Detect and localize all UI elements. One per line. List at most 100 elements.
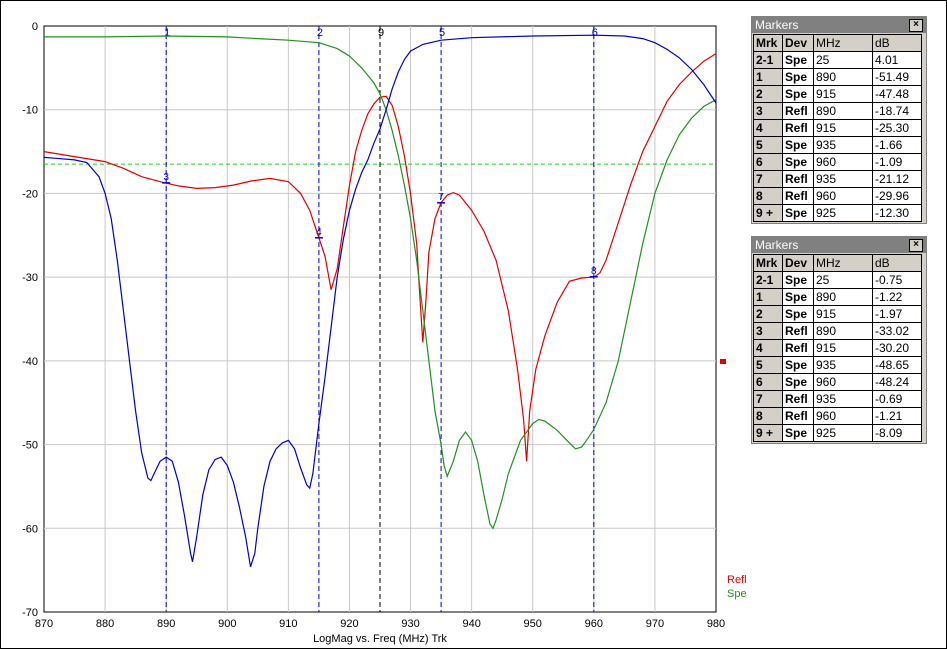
- cell-mrk: 9 +: [753, 204, 783, 222]
- x-axis-label: LogMag vs. Freq (MHz) Trk: [313, 633, 447, 645]
- table-row[interactable]: 4 Refl 915 -30.20: [753, 339, 922, 357]
- reference-level-marker[interactable]: [720, 359, 726, 364]
- cell-mhz: 960: [813, 407, 873, 425]
- cell-db: -33.02: [872, 322, 922, 340]
- cell-db: -29.96: [872, 187, 922, 205]
- cell-db: -8.09: [872, 424, 922, 442]
- y-tick-label: -60: [22, 523, 38, 535]
- markers-panel-bottom[interactable]: Markers × Mrk Dev MHz dB 2-1 Spe 25 -0.75 1 S…: [751, 236, 927, 444]
- cell-mhz: 935: [813, 170, 873, 188]
- cell-dev: Spe: [782, 305, 814, 323]
- x-tick-labels: 870 880 890 900 910 920 930 940 950 960 970 980: [35, 618, 725, 630]
- cell-db: -25.30: [872, 119, 922, 137]
- y-tick-label: -20: [22, 188, 38, 200]
- series-line-1: [44, 35, 717, 530]
- curve-markers: 3 4 7 8: [162, 172, 598, 278]
- cell-mrk: 2: [753, 305, 783, 323]
- cell-dev: Spe: [782, 68, 814, 86]
- table-row[interactable]: 9 + Spe 925 -8.09: [753, 424, 922, 442]
- cell-mhz: 925: [813, 204, 873, 222]
- marker-label-2: 2: [317, 27, 323, 39]
- header-mrk: Mrk: [753, 34, 783, 52]
- table-row[interactable]: 1 Spe 890 -51.49: [753, 68, 922, 86]
- table-row[interactable]: 2-1 Spe 25 -0.75: [753, 271, 922, 289]
- cell-mrk: 6: [753, 153, 783, 171]
- close-icon[interactable]: ×: [909, 19, 923, 32]
- header-dev: Dev: [782, 254, 814, 272]
- cell-mhz: 925: [813, 424, 873, 442]
- cell-mrk: 5: [753, 356, 783, 374]
- table-row[interactable]: 5 Spe 935 -1.66: [753, 136, 922, 154]
- marker-label-6: 6: [592, 27, 598, 39]
- table-row[interactable]: 3 Refl 890 -18.74: [753, 102, 922, 120]
- header-db: dB: [872, 34, 922, 52]
- cell-mhz: 915: [813, 305, 873, 323]
- cell-mhz: 935: [813, 356, 873, 374]
- cell-mrk: 8: [753, 187, 783, 205]
- cell-mhz: 890: [813, 288, 873, 306]
- curve-marker-label-4: 4: [316, 227, 322, 238]
- header-mhz: MHz: [813, 34, 873, 52]
- table-row[interactable]: 6 Spe 960 -48.24: [753, 373, 922, 391]
- cell-mrk: 3: [753, 102, 783, 120]
- y-tick-label: -50: [22, 440, 38, 452]
- cell-db: -1.66: [872, 136, 922, 154]
- table-row[interactable]: 8 Refl 960 -1.21: [753, 407, 922, 425]
- cell-mrk: 1: [753, 68, 783, 86]
- cell-db: -48.24: [872, 373, 922, 391]
- cell-dev: Refl: [782, 407, 814, 425]
- cell-db: 4.01: [872, 51, 922, 69]
- table-row[interactable]: 7 Refl 935 -0.69: [753, 390, 922, 408]
- cell-mhz: 25: [813, 271, 873, 289]
- curve-marker-label-8: 8: [591, 266, 597, 277]
- x-tick-label: 910: [279, 618, 297, 630]
- markers-panel-title[interactable]: Markers ×: [752, 17, 926, 33]
- cell-db: -18.74: [872, 102, 922, 120]
- cell-dev: Refl: [782, 170, 814, 188]
- markers-panel-title[interactable]: Markers ×: [752, 237, 926, 253]
- header-db: dB: [872, 254, 922, 272]
- curve-marker-label-7: 7: [438, 192, 444, 203]
- table-row[interactable]: 6 Spe 960 -1.09: [753, 153, 922, 171]
- cell-mrk: 7: [753, 390, 783, 408]
- cell-db: -47.48: [872, 85, 922, 103]
- table-row[interactable]: 1 Spe 890 -1.22: [753, 288, 922, 306]
- table-row[interactable]: 2 Spe 915 -47.48: [753, 85, 922, 103]
- cell-dev: Spe: [782, 271, 814, 289]
- table-row[interactable]: 9 + Spe 925 -12.30: [753, 204, 922, 222]
- series-line-2: [43, 34, 717, 567]
- table-row[interactable]: 2 Spe 915 -1.97: [753, 305, 922, 323]
- cell-dev: Refl: [782, 102, 814, 120]
- x-tick-label: 970: [646, 618, 664, 630]
- markers-panel-top[interactable]: Markers × Mrk Dev MHz dB 2-1 Spe 25 4.01 1 Sp…: [751, 16, 927, 224]
- y-tick-label: -40: [22, 356, 38, 368]
- cell-db: -1.09: [872, 153, 922, 171]
- table-row[interactable]: 8 Refl 960 -29.96: [753, 187, 922, 205]
- markers-table-body: 2-1 Spe 25 -0.75 1 Spe 890 -1.22 2 Spe 915 -1.97 3 Re…: [753, 271, 922, 442]
- x-tick-label: 950: [524, 618, 542, 630]
- x-tick-label: 870: [35, 618, 53, 630]
- table-header-row: Mrk Dev MHz dB: [753, 34, 922, 52]
- table-row[interactable]: 2-1 Spe 25 4.01: [753, 51, 922, 69]
- table-row[interactable]: 4 Refl 915 -25.30: [753, 119, 922, 137]
- cell-mrk: 4: [753, 339, 783, 357]
- legend-refl: Refl: [727, 574, 747, 586]
- cell-dev: Spe: [782, 85, 814, 103]
- cell-dev: Refl: [782, 119, 814, 137]
- cell-dev: Refl: [782, 339, 814, 357]
- legend-spe: Spe: [727, 588, 747, 600]
- table-row[interactable]: 5 Spe 935 -48.65: [753, 356, 922, 374]
- y-tick-label: -10: [22, 105, 38, 117]
- table-row[interactable]: 3 Refl 890 -33.02: [753, 322, 922, 340]
- marker-label-1: 1: [164, 27, 170, 39]
- cell-db: -51.49: [872, 68, 922, 86]
- close-icon[interactable]: ×: [909, 239, 923, 252]
- cell-mrk: 6: [753, 373, 783, 391]
- x-tick-label: 920: [340, 618, 358, 630]
- markers-table-body: 2-1 Spe 25 4.01 1 Spe 890 -51.49 2 Spe 915 -47.48 3 R…: [753, 51, 922, 222]
- cell-mrk: 7: [753, 170, 783, 188]
- table-row[interactable]: 7 Refl 935 -21.12: [753, 170, 922, 188]
- cell-db: -0.69: [872, 390, 922, 408]
- cell-mhz: 960: [813, 153, 873, 171]
- cell-mhz: 960: [813, 187, 873, 205]
